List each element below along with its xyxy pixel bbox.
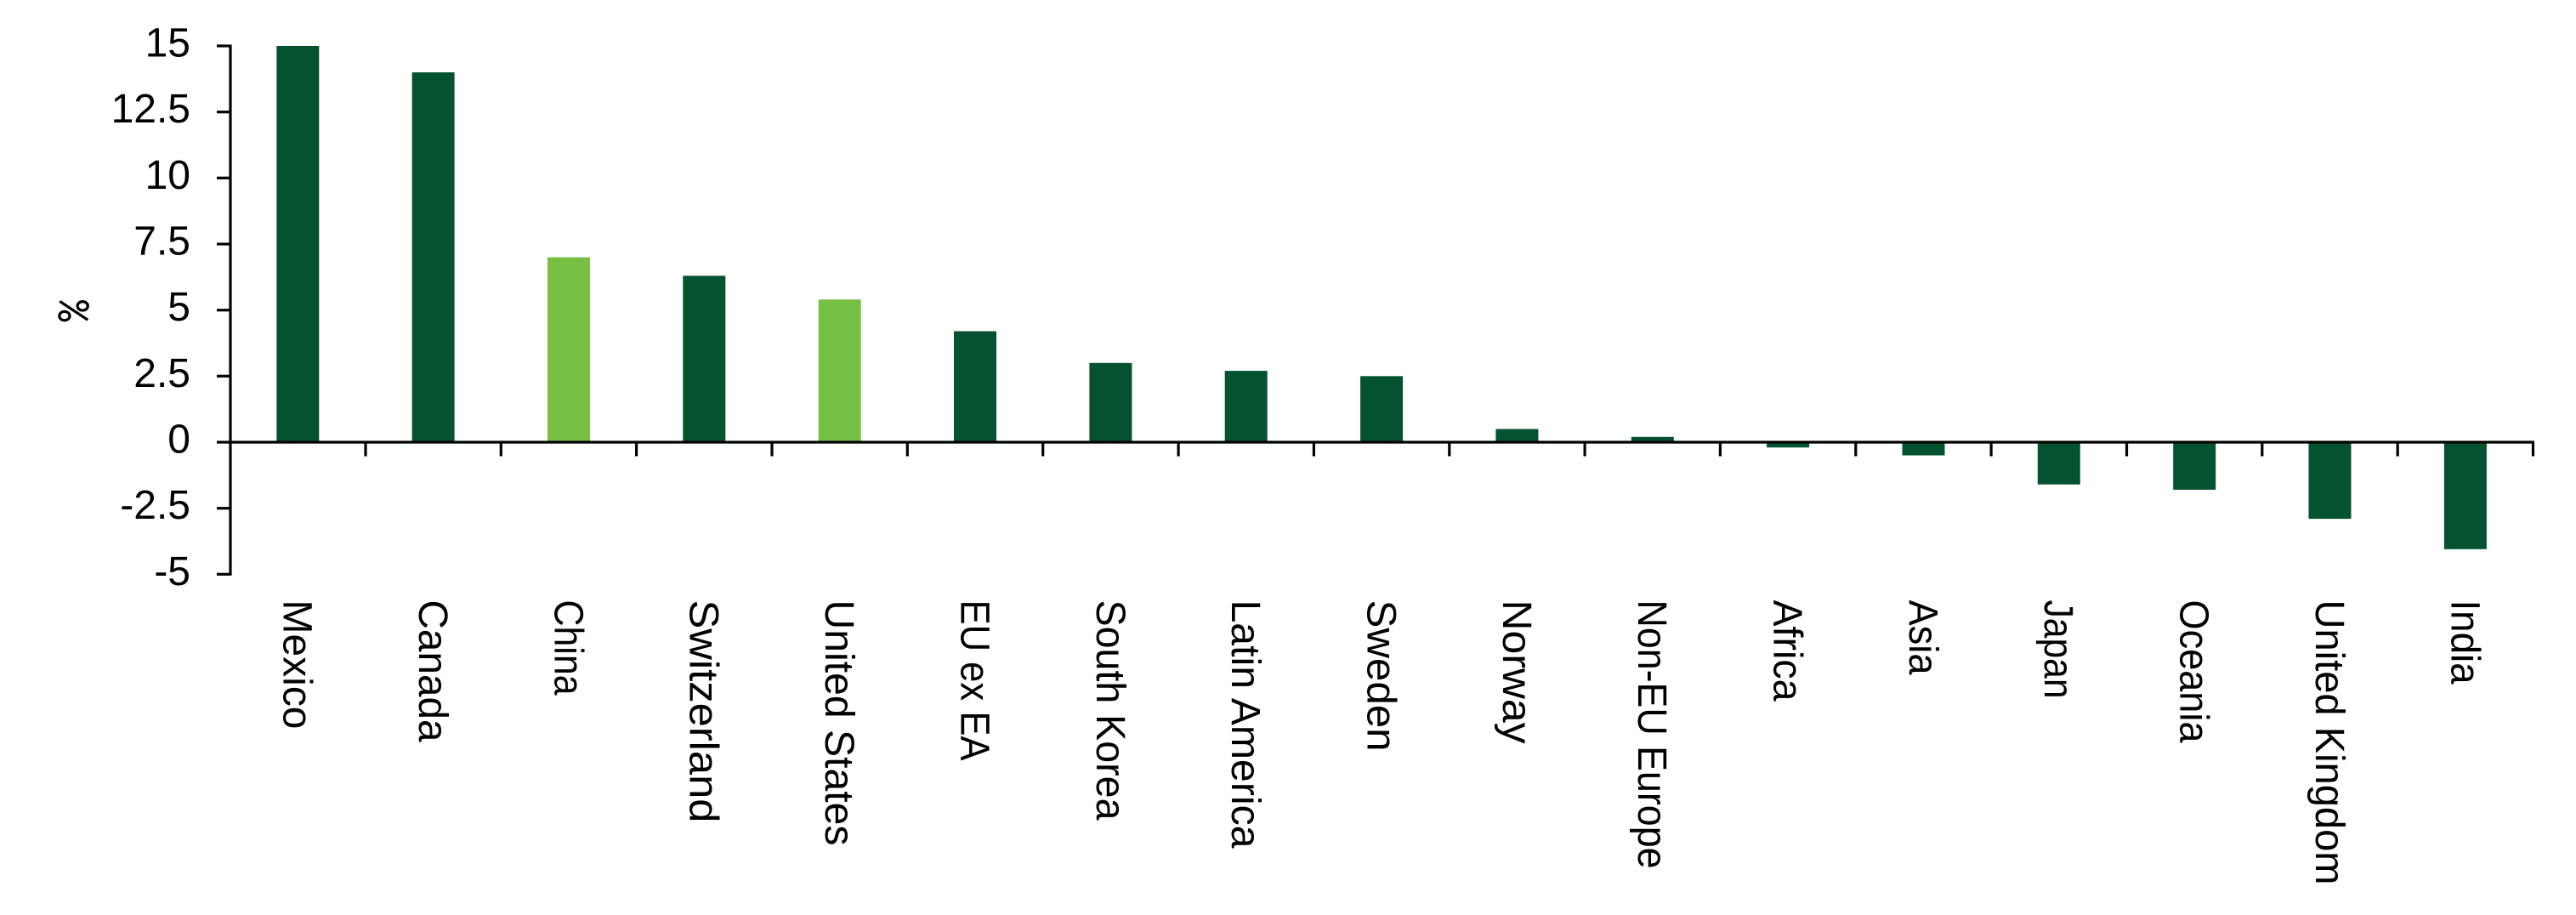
svg-text:Africa: Africa (1765, 600, 1810, 702)
svg-text:Mexico: Mexico (275, 600, 320, 730)
svg-text:Canada: Canada (410, 600, 455, 742)
svg-text:2.5: 2.5 (133, 351, 190, 396)
svg-text:Japan: Japan (2035, 600, 2080, 699)
svg-text:12.5: 12.5 (111, 87, 190, 132)
svg-text:0: 0 (167, 418, 190, 463)
svg-text:United States: United States (816, 600, 861, 846)
svg-text:India: India (2442, 600, 2487, 685)
svg-text:Oceania: Oceania (2171, 600, 2216, 743)
svg-text:South Korea: South Korea (1087, 600, 1132, 821)
svg-text:7.5: 7.5 (133, 219, 190, 264)
svg-text:Norway: Norway (1494, 600, 1539, 744)
svg-text:Switzerland: Switzerland (681, 600, 726, 823)
svg-text:-5: -5 (154, 549, 190, 594)
svg-text:EU ex EA: EU ex EA (951, 600, 996, 761)
svg-text:Asia: Asia (1900, 600, 1945, 675)
svg-text:China: China (545, 600, 590, 696)
svg-text:Sweden: Sweden (1359, 600, 1404, 752)
svg-text:United Kingdom: United Kingdom (2306, 600, 2352, 885)
svg-text:5: 5 (167, 285, 190, 330)
svg-text:15: 15 (145, 21, 190, 66)
svg-text:-2.5: -2.5 (120, 483, 190, 528)
svg-text:Latin America: Latin America (1223, 600, 1268, 849)
svg-text:10: 10 (145, 153, 190, 198)
svg-text:Non-EU Europe: Non-EU Europe (1629, 600, 1674, 869)
